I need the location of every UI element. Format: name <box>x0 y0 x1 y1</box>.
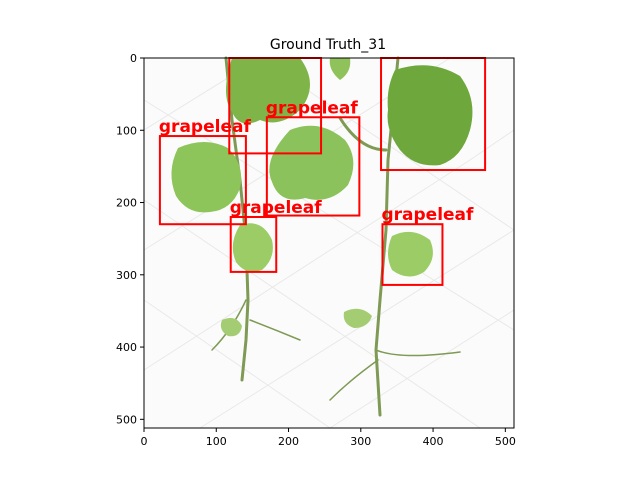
x-tick-label: 0 <box>141 435 148 448</box>
x-axis: 0 100 200 300 400 500 <box>141 428 516 448</box>
image-panel: grapeleaf grapeleaf grapeleaf grapeleaf <box>143 56 515 429</box>
annotation-box <box>158 135 247 226</box>
y-tick-label: 500 <box>116 413 137 426</box>
leaf-top-center <box>226 58 310 124</box>
leaf-top-right <box>387 65 473 166</box>
leaf-small-right <box>388 231 433 277</box>
x-tick-label: 300 <box>350 435 371 448</box>
annotation-label: grapeleaf <box>381 205 474 225</box>
annotation-box <box>229 215 278 273</box>
annotation-label: grapeleaf <box>230 198 323 218</box>
leaf-top-small <box>329 58 351 80</box>
leaf-tiny-right <box>343 308 372 328</box>
leaf-mid-center <box>269 125 354 200</box>
leaf-tiny-left <box>220 318 242 337</box>
y-axis: 0 100 200 300 400 500 <box>116 52 144 426</box>
y-tick-label: 0 <box>130 52 137 65</box>
x-tick-label: 500 <box>495 435 516 448</box>
annotation-box <box>265 116 361 217</box>
leaf-small-center <box>232 223 273 272</box>
y-tick-label: 200 <box>116 197 137 210</box>
axes-frame <box>143 57 515 429</box>
grape-leaves <box>171 58 473 337</box>
leaf-left <box>171 142 242 213</box>
annotation-label: grapeleaf <box>266 98 359 118</box>
y-tick-label: 400 <box>116 341 137 354</box>
x-tick-label: 400 <box>423 435 444 448</box>
figure-title: Ground Truth_31 <box>270 37 386 53</box>
x-tick-label: 100 <box>206 435 227 448</box>
y-tick-label: 300 <box>116 269 137 282</box>
annotation-label: grapeleaf <box>159 117 252 137</box>
annotation-box <box>381 223 444 286</box>
x-tick-label: 200 <box>278 435 299 448</box>
y-tick-label: 100 <box>116 124 137 137</box>
